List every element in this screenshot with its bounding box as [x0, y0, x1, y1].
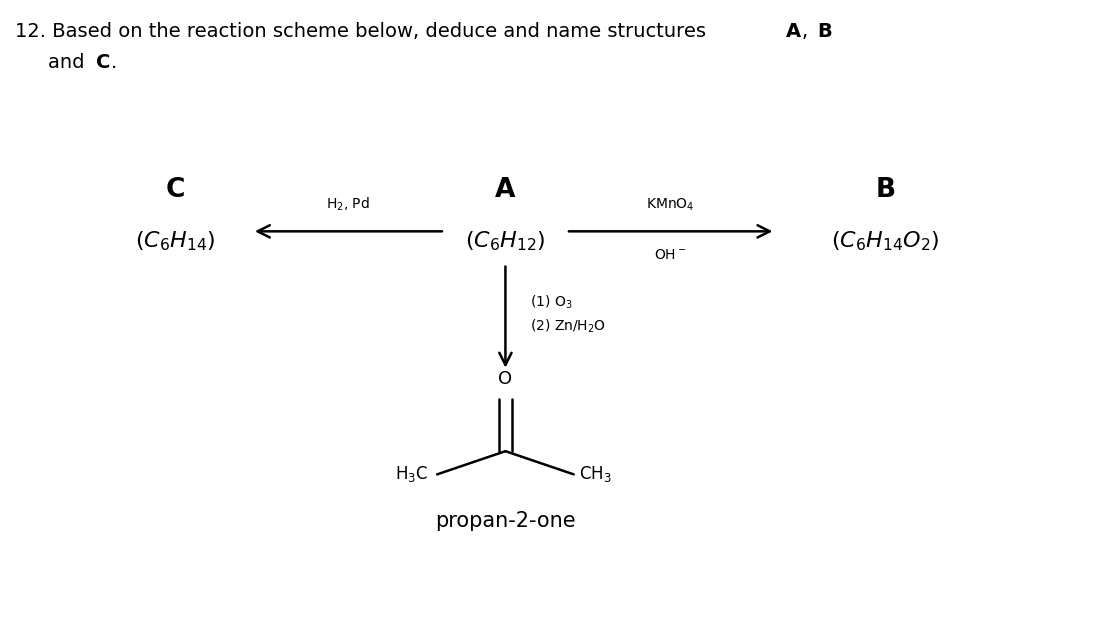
- Text: O: O: [498, 370, 513, 388]
- Text: A: A: [495, 178, 516, 204]
- Text: $(C_6H_{14})$: $(C_6H_{14})$: [134, 229, 215, 253]
- Text: (1) O$_3$: (1) O$_3$: [529, 293, 572, 311]
- Text: KMnO$_4$: KMnO$_4$: [646, 197, 695, 213]
- Text: .: .: [111, 53, 118, 72]
- Text: CH$_3$: CH$_3$: [579, 464, 612, 485]
- Text: B: B: [817, 22, 832, 41]
- Text: $(C_6H_{14}O_2)$: $(C_6H_{14}O_2)$: [831, 229, 940, 253]
- Text: OH$^-$: OH$^-$: [655, 248, 687, 262]
- Text: propan-2-one: propan-2-one: [435, 511, 576, 531]
- Text: H$_2$, Pd: H$_2$, Pd: [326, 196, 371, 213]
- Text: B: B: [876, 178, 896, 204]
- Text: A: A: [786, 22, 801, 41]
- Text: $(C_6H_{12})$: $(C_6H_{12})$: [465, 229, 546, 253]
- Text: ,: ,: [801, 22, 814, 41]
- Text: 12. Based on the reaction scheme below, deduce and name structures: 12. Based on the reaction scheme below, …: [16, 22, 713, 41]
- Text: C: C: [165, 178, 184, 204]
- Text: H$_3$C: H$_3$C: [395, 464, 428, 485]
- Text: and: and: [48, 53, 91, 72]
- Text: C: C: [95, 53, 110, 72]
- Text: (2) Zn/H$_2$O: (2) Zn/H$_2$O: [529, 318, 606, 335]
